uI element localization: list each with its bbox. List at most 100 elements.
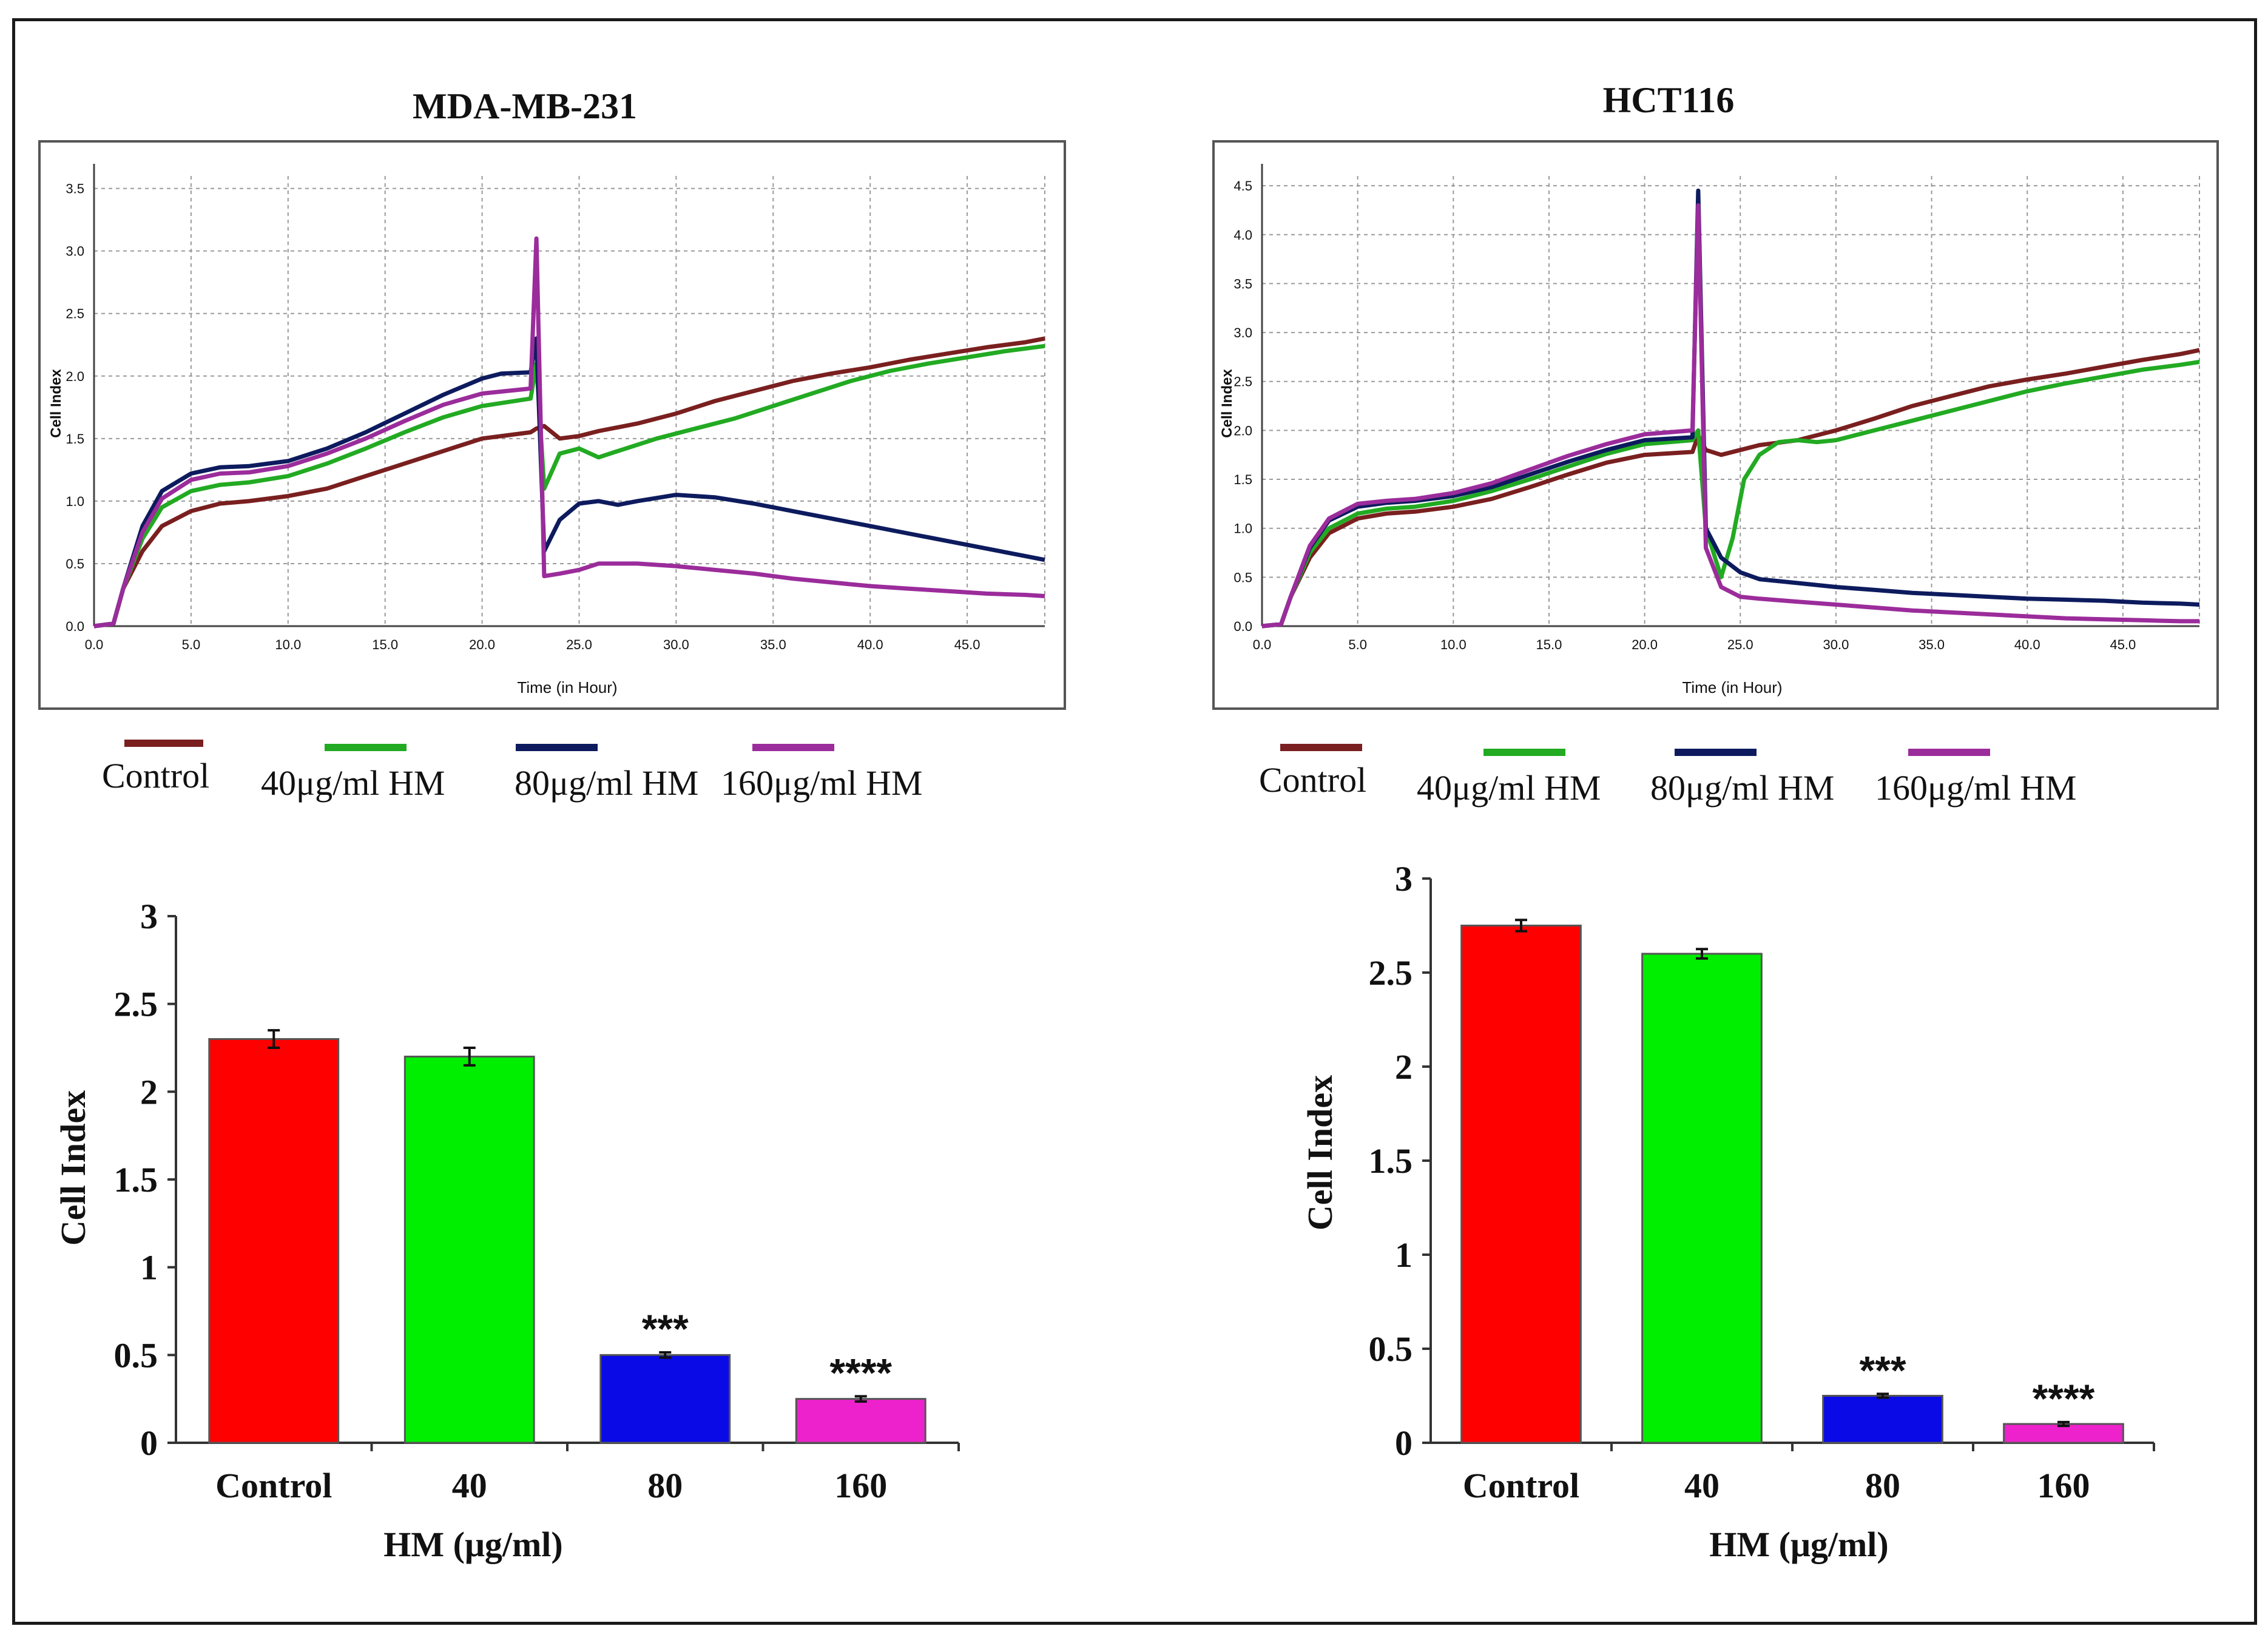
y-tick-label: 3.0 (1234, 325, 1252, 340)
y-tick-label: 2.5 (114, 985, 158, 1024)
bar-xlabel-mda: HM (μg/ml) (383, 1525, 562, 1564)
x-tick-label: 0.0 (1253, 637, 1272, 652)
y-tick-label: 2.5 (1369, 953, 1413, 993)
x-tick-label: 15.0 (1536, 637, 1562, 652)
y-tick-label: 4.0 (1234, 228, 1252, 243)
rtca-xlabel-hct: Time (in Hour) (1682, 678, 1782, 697)
bar-40 (403, 1055, 535, 1444)
legend-label-hm80: 80μg/ml HM (515, 763, 698, 803)
x-tick-label: Control (1463, 1466, 1579, 1505)
series-line-hm40 (1261, 360, 2200, 629)
legend-label-hm160: 160μg/ml HM (721, 763, 922, 803)
series-line-hm160 (1261, 203, 2199, 629)
rtca-ylabel-mda: Cell Index (48, 369, 64, 438)
x-tick-label: 25.0 (566, 637, 592, 652)
legend-label-hm40: 40μg/ml HM (1417, 768, 1601, 808)
y-tick-label: 1.5 (1369, 1141, 1413, 1181)
bar-chart-mda: 00.511.522.53 ******* Control 40 80 160 HM … (53, 897, 960, 1564)
y-tick-label: 0.5 (66, 556, 84, 572)
y-tick-label: 3 (1395, 859, 1412, 899)
rtca-chart-hct: 0.0 0.5 1.0 1.5 2.0 2.5 3.0 3.5 4.0 4.5 0.0 5.0 10.… (1212, 140, 2219, 710)
significance-label: *** (642, 1306, 689, 1351)
y-tick-label: 2.5 (66, 306, 84, 322)
y-tick-label: 1 (140, 1248, 158, 1287)
y-tick-label: 1.0 (66, 494, 84, 509)
bar-80 (599, 1354, 731, 1444)
x-tick-label: 10.0 (1440, 637, 1466, 652)
rtca-frame-hct (1212, 140, 2219, 710)
x-tick-label: 20.0 (469, 637, 495, 652)
x-tick-label: 0.0 (85, 637, 104, 652)
x-tick-label: 40 (1684, 1466, 1720, 1505)
y-tick-label: 2.0 (1234, 423, 1252, 438)
x-tick-label: 160 (834, 1466, 887, 1505)
significance-label: **** (2033, 1376, 2095, 1421)
legend-label-control: Control (1259, 760, 1366, 800)
bar-chart-hct: 00.511.522.53 ******* Control 40 80 160 HM … (1300, 859, 2155, 1564)
x-tick-label: 80 (1865, 1466, 1900, 1505)
bar-40 (1641, 953, 1763, 1444)
y-tick-label: 3 (140, 897, 158, 936)
y-tick-label: 3.5 (66, 181, 84, 197)
title-mda: MDA-MB-231 (413, 86, 637, 126)
rtca-frame-mda (38, 140, 1066, 710)
x-tick-label: 30.0 (663, 637, 689, 652)
x-tick-label: 45.0 (2110, 637, 2136, 652)
y-tick-label: 4.5 (1234, 178, 1252, 194)
series-line-hm160 (93, 236, 1045, 629)
x-tick-label: 5.0 (1348, 637, 1367, 652)
rtca-xlabel-mda: Time (in Hour) (517, 678, 617, 697)
x-tick-label: 20.0 (1632, 637, 1658, 652)
x-tick-label: 45.0 (954, 637, 980, 652)
y-tick-label: 2.5 (1234, 374, 1252, 390)
significance-label: **** (829, 1350, 892, 1395)
significance-label: *** (1859, 1348, 1906, 1392)
y-tick-label: 3.5 (1234, 276, 1252, 291)
x-tick-label: Control (215, 1466, 332, 1505)
x-tick-label: 15.0 (372, 637, 398, 652)
x-tick-label: 40.0 (2014, 637, 2040, 652)
title-hct: HCT116 (1603, 80, 1735, 120)
y-tick-label: 0.0 (1234, 619, 1252, 634)
x-tick-label: 5.0 (182, 637, 201, 652)
legend-label-hm160: 160μg/ml HM (1875, 768, 2076, 808)
rtca-ylabel-hct: Cell Index (1219, 369, 1235, 438)
y-tick-label: 3.0 (66, 244, 84, 259)
y-tick-label: 1.5 (66, 431, 84, 447)
y-tick-label: 0 (1395, 1423, 1412, 1463)
legend-label-control: Control (102, 756, 209, 795)
bar-control (1460, 925, 1582, 1444)
y-tick-label: 1.5 (1234, 472, 1252, 487)
bar-160 (2003, 1423, 2124, 1444)
figure-border (12, 18, 2257, 1625)
x-tick-label: 40.0 (857, 637, 883, 652)
y-tick-label: 2.0 (66, 369, 84, 384)
legend-label-hm40: 40μg/ml HM (261, 763, 445, 803)
x-tick-label: 30.0 (1823, 637, 1849, 652)
bar-control (208, 1038, 340, 1444)
x-tick-label: 40 (452, 1466, 487, 1505)
x-tick-label: 10.0 (275, 637, 301, 652)
legend-mda: Control 40μg/ml HM 80μg/ml HM 160μg/ml H… (102, 740, 922, 803)
y-tick-label: 0.5 (114, 1335, 158, 1375)
bar-xlabel-hct: HM (μg/ml) (1709, 1525, 1888, 1564)
y-tick-label: 0.5 (1234, 570, 1252, 585)
y-tick-label: 1.0 (1234, 521, 1252, 536)
x-tick-label: 25.0 (1727, 637, 1753, 652)
y-tick-label: 1 (1395, 1235, 1412, 1275)
x-tick-label: 35.0 (760, 637, 786, 652)
legend-label-hm80: 80μg/ml HM (1650, 768, 1834, 808)
y-tick-label: 0 (140, 1423, 158, 1463)
y-tick-label: 0.0 (66, 619, 84, 634)
x-tick-label: 80 (647, 1466, 683, 1505)
bar-ylabel-hct: Cell Index (1300, 1075, 1340, 1230)
legend-hct: Control 40μg/ml HM 80μg/ml HM 160μg/ml H… (1259, 744, 2076, 808)
y-tick-label: 1.5 (114, 1160, 158, 1199)
y-tick-label: 2 (1395, 1047, 1412, 1087)
bar-80 (1822, 1395, 1943, 1444)
y-tick-label: 0.5 (1369, 1329, 1413, 1369)
x-tick-label: 35.0 (1919, 637, 1945, 652)
bar-160 (795, 1398, 926, 1444)
rtca-chart-mda: 0.0 0.5 1.0 1.5 2.0 2.5 3.0 3.5 0.0 5.0 10.0 15.0 2… (38, 140, 1066, 710)
